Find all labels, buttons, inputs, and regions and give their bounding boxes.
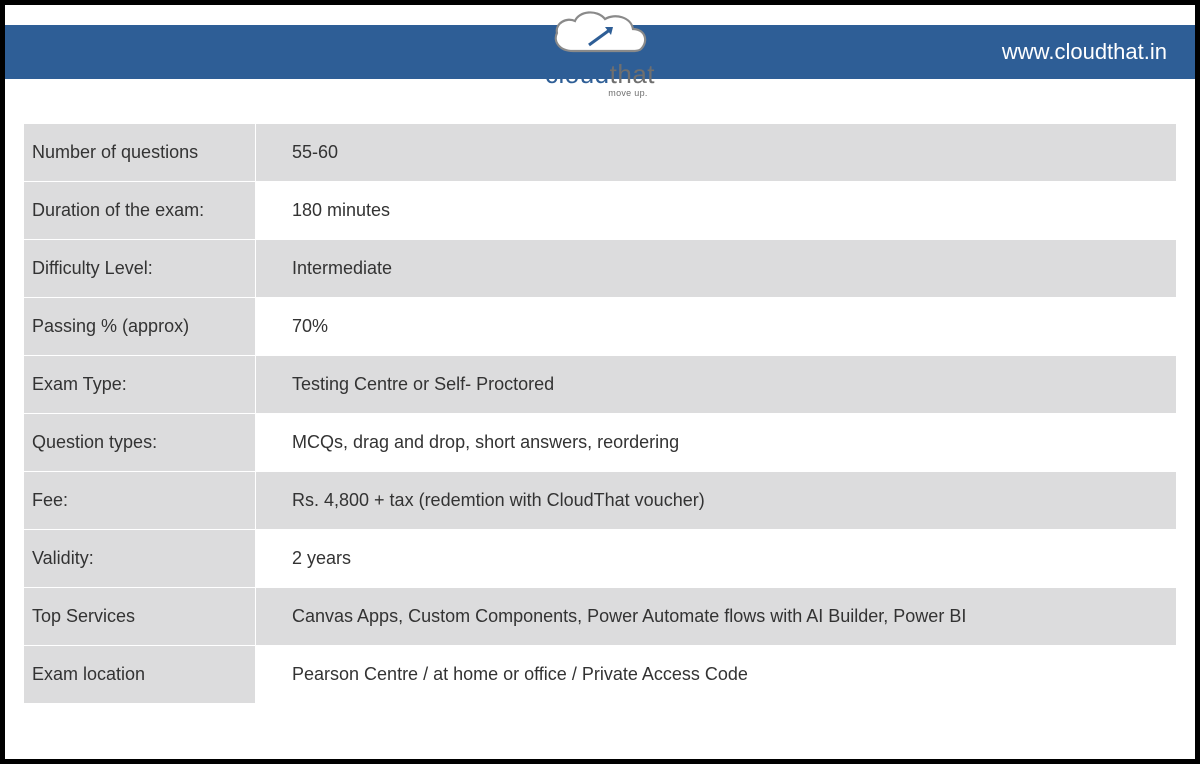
content-area: Number of questions 55-60 Duration of th… (5, 79, 1195, 759)
row-value: 55-60 (256, 124, 1177, 182)
cloud-icon (545, 7, 655, 63)
row-value: Canvas Apps, Custom Components, Power Au… (256, 588, 1177, 646)
logo-text: cloudthat (545, 59, 655, 90)
row-value: Rs. 4,800 + tax (redemtion with CloudTha… (256, 472, 1177, 530)
logo-suffix: that (610, 59, 655, 89)
logo-tagline: move up. (608, 88, 647, 98)
table-body: Number of questions 55-60 Duration of th… (24, 124, 1177, 704)
row-label: Difficulty Level: (24, 240, 256, 298)
row-label: Exam location (24, 646, 256, 704)
row-value: MCQs, drag and drop, short answers, reor… (256, 414, 1177, 472)
table-row: Question types: MCQs, drag and drop, sho… (24, 414, 1177, 472)
logo: cloudthat move up. (545, 7, 655, 98)
row-label: Exam Type: (24, 356, 256, 414)
table-row: Validity: 2 years (24, 530, 1177, 588)
header-bar: cloudthat move up. www.cloudthat.in (5, 25, 1195, 79)
table-row: Exam Type: Testing Centre or Self- Proct… (24, 356, 1177, 414)
row-label: Fee: (24, 472, 256, 530)
row-label: Passing % (approx) (24, 298, 256, 356)
logo-main: cloud (545, 59, 610, 89)
table-row: Number of questions 55-60 (24, 124, 1177, 182)
page-frame: cloudthat move up. www.cloudthat.in Numb… (0, 0, 1200, 764)
row-value: 70% (256, 298, 1177, 356)
table-row: Difficulty Level: Intermediate (24, 240, 1177, 298)
row-value: Pearson Centre / at home or office / Pri… (256, 646, 1177, 704)
table-row: Passing % (approx) 70% (24, 298, 1177, 356)
header-url: www.cloudthat.in (1002, 39, 1167, 65)
table-row: Duration of the exam: 180 minutes (24, 182, 1177, 240)
table-row: Exam location Pearson Centre / at home o… (24, 646, 1177, 704)
row-label: Duration of the exam: (24, 182, 256, 240)
row-value: 2 years (256, 530, 1177, 588)
table-row: Top Services Canvas Apps, Custom Compone… (24, 588, 1177, 646)
row-label: Top Services (24, 588, 256, 646)
row-value: Testing Centre or Self- Proctored (256, 356, 1177, 414)
row-label: Validity: (24, 530, 256, 588)
row-value: 180 minutes (256, 182, 1177, 240)
table-row: Fee: Rs. 4,800 + tax (redemtion with Clo… (24, 472, 1177, 530)
exam-details-table: Number of questions 55-60 Duration of th… (23, 123, 1177, 704)
row-value: Intermediate (256, 240, 1177, 298)
row-label: Question types: (24, 414, 256, 472)
row-label: Number of questions (24, 124, 256, 182)
